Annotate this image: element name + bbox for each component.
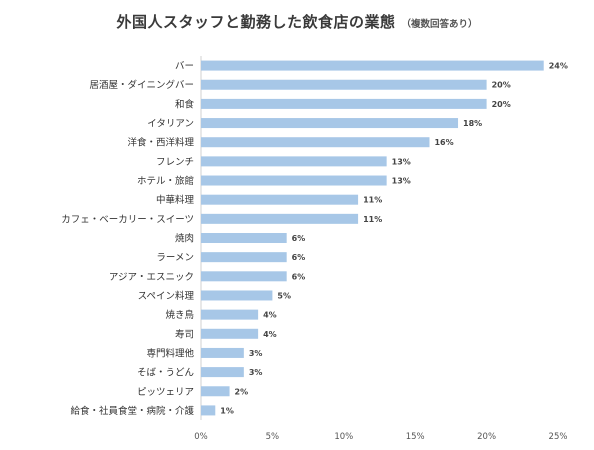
data-label: 3%	[249, 349, 263, 358]
data-label: 20%	[492, 81, 511, 90]
data-label: 13%	[392, 177, 411, 186]
data-label: 24%	[549, 62, 568, 71]
category-label: 和食	[175, 98, 195, 110]
bar	[201, 405, 216, 416]
x-tick-label: 5%	[266, 432, 280, 442]
category-label: そば・うどん	[137, 368, 194, 379]
chart-title: 外国人スタッフと勤務した飲食店の業態	[116, 13, 396, 31]
category-label: 居酒屋・ダイニングバー	[89, 79, 194, 91]
category-label: 専門料理他	[146, 347, 194, 359]
category-label: 焼き鳥	[165, 309, 194, 321]
data-label: 6%	[292, 234, 306, 243]
data-label: 4%	[263, 311, 277, 320]
data-label: 3%	[249, 368, 263, 377]
x-tick-label: 25%	[549, 432, 568, 442]
bar	[201, 309, 259, 320]
x-tick-label: 10%	[334, 432, 353, 442]
bar	[201, 213, 359, 224]
bar	[201, 271, 287, 282]
category-label: カフェ・ベーカリー・スイーツ	[61, 214, 194, 225]
bar	[201, 156, 387, 167]
bar	[201, 194, 359, 205]
bar	[201, 175, 387, 186]
bar	[201, 347, 244, 358]
category-label: バー	[175, 61, 194, 72]
category-label: スペイン料理	[138, 290, 195, 302]
data-label: 16%	[434, 138, 453, 147]
bar	[201, 79, 487, 90]
bar	[201, 118, 459, 129]
bar	[201, 367, 244, 378]
bar	[201, 137, 430, 148]
bar	[201, 328, 259, 339]
category-label: 寿司	[175, 328, 194, 340]
data-label: 2%	[235, 387, 249, 396]
category-label: イタリアン	[147, 119, 194, 130]
bar	[201, 252, 287, 263]
data-label: 13%	[392, 157, 411, 166]
chart-title-area: 外国人スタッフと勤務した飲食店の業態 （複数回答あり）	[0, 11, 594, 32]
bar	[201, 290, 273, 301]
category-label: 中華料理	[156, 194, 195, 206]
category-label: ラーメン	[156, 253, 194, 264]
data-label: 4%	[263, 330, 277, 339]
category-label: 洋食・西洋料理	[127, 137, 194, 149]
category-label: 給食・社員食堂・病院・介護	[70, 405, 194, 417]
bar	[201, 98, 487, 109]
data-label: 20%	[492, 100, 511, 109]
bar	[201, 233, 287, 243]
data-label: 18%	[463, 119, 482, 128]
x-tick-label: 20%	[477, 432, 496, 442]
data-label: 1%	[220, 406, 234, 415]
bar	[201, 386, 230, 397]
data-label: 11%	[363, 215, 382, 224]
data-label: 6%	[292, 272, 306, 281]
x-tick-label: 0%	[194, 432, 208, 442]
data-label: 5%	[277, 291, 291, 300]
category-label: ホテル・旅館	[137, 175, 194, 187]
bar	[201, 60, 544, 71]
x-tick-label: 15%	[406, 432, 425, 442]
category-label: 焼肉	[175, 233, 194, 245]
data-label: 11%	[363, 196, 382, 205]
chart-subtitle: （複数回答あり）	[401, 19, 478, 30]
category-label: ピッツェリア	[137, 387, 194, 398]
category-label: アジア・エスニック	[109, 272, 194, 283]
category-label: フレンチ	[156, 157, 194, 168]
data-label: 6%	[292, 253, 306, 262]
